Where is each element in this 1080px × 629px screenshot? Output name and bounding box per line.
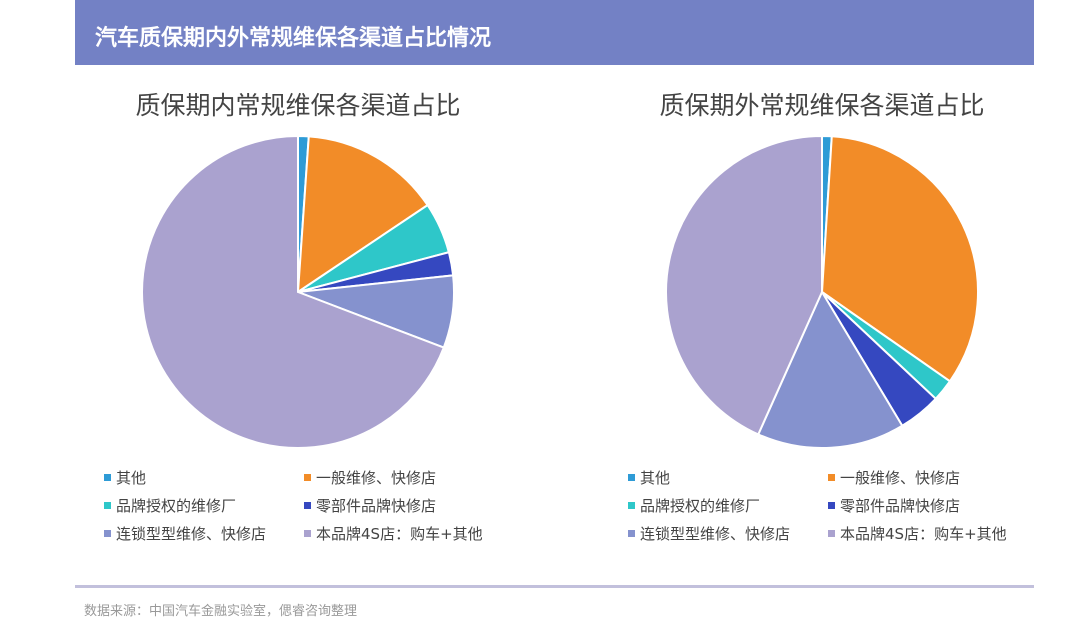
legend-swatch <box>628 529 635 537</box>
legend-swatch <box>628 501 635 509</box>
legend-item: 零部件品牌快修店 <box>304 494 504 516</box>
legend-swatch <box>304 529 311 537</box>
legend-label: 其他 <box>640 468 671 487</box>
legend-item: 连锁型型维修、快修店 <box>104 522 304 544</box>
legend-label: 本品牌4S店：购车+其他 <box>316 524 483 543</box>
legend-item: 其他 <box>104 466 304 488</box>
pie-chart-left <box>141 134 455 449</box>
legend-item: 品牌授权的维修厂 <box>104 494 304 516</box>
legend-label: 品牌授权的维修厂 <box>640 496 761 515</box>
legend-swatch <box>104 501 111 509</box>
chart-title-left: 质保期内常规维保各渠道占比 <box>135 91 461 120</box>
legend-item: 本品牌4S店：购车+其他 <box>828 522 1028 544</box>
legend-swatch <box>304 473 311 481</box>
legend-swatch <box>104 529 111 537</box>
legend-item: 品牌授权的维修厂 <box>628 494 828 516</box>
source-note: 数据来源：中国汽车金融实验室，偲睿咨询整理 <box>84 604 358 619</box>
legend-swatch <box>828 501 835 509</box>
legend-item: 连锁型型维修、快修店 <box>628 522 828 544</box>
legend-label: 连锁型型维修、快修店 <box>640 524 791 543</box>
legend-right: 其他 一般维修、快修店品牌授权的维修厂 零部件品牌快修店连锁型型维修、快修店 本品牌4… <box>628 466 1028 544</box>
legend-item: 一般维修、快修店 <box>304 466 504 488</box>
page-title: 汽车质保期内外常规维保各渠道占比情况 <box>95 26 492 51</box>
legend-label: 一般维修、快修店 <box>316 468 437 487</box>
chart-title-right: 质保期外常规维保各渠道占比 <box>659 91 985 120</box>
legend-label: 一般维修、快修店 <box>840 468 961 487</box>
header-bar: 汽车质保期内外常规维保各渠道占比情况 <box>75 0 1034 65</box>
legend-swatch <box>104 473 111 481</box>
legend-item: 其他 <box>628 466 828 488</box>
legend-left: 其他 一般维修、快修店品牌授权的维修厂 零部件品牌快修店连锁型型维修、快修店 本品牌4… <box>104 466 504 544</box>
legend-label: 连锁型型维修、快修店 <box>116 524 267 543</box>
pie-slice <box>141 134 446 449</box>
legend-item: 零部件品牌快修店 <box>828 494 1028 516</box>
legend-label: 本品牌4S店：购车+其他 <box>840 524 1007 543</box>
legend-swatch <box>304 501 311 509</box>
legend-swatch <box>828 473 835 481</box>
pie-slice <box>756 289 904 449</box>
legend-item: 本品牌4S店：购车+其他 <box>304 522 504 544</box>
pie-slice <box>296 135 429 294</box>
legend-item: 一般维修、快修店 <box>828 466 1028 488</box>
legend-label: 零部件品牌快修店 <box>840 496 961 515</box>
legend-swatch <box>628 473 635 481</box>
pie-slice <box>665 134 823 436</box>
legend-label: 品牌授权的维修厂 <box>116 496 237 515</box>
divider <box>75 585 1034 588</box>
legend-swatch <box>828 529 835 537</box>
legend-label: 零部件品牌快修店 <box>316 496 437 515</box>
pie-chart-right <box>665 134 979 449</box>
pie-slice <box>820 135 979 383</box>
legend-label: 其他 <box>116 468 147 487</box>
